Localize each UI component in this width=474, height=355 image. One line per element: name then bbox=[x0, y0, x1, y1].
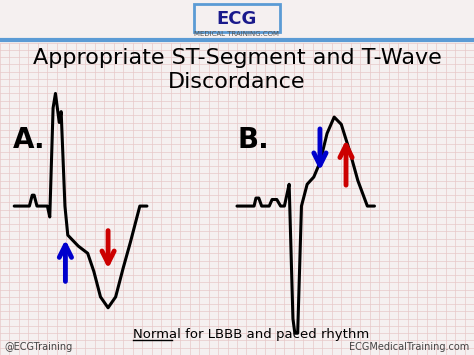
Text: B.: B. bbox=[237, 126, 269, 154]
Text: Discordance: Discordance bbox=[168, 72, 306, 92]
Text: @ECGTraining: @ECGTraining bbox=[5, 342, 73, 352]
Text: A.: A. bbox=[13, 126, 46, 154]
Text: MEDICAL TRAINING.COM: MEDICAL TRAINING.COM bbox=[194, 31, 280, 37]
Text: Appropriate ST-Segment and T-Wave: Appropriate ST-Segment and T-Wave bbox=[33, 48, 441, 68]
Text: ECGMedicalTraining.com: ECGMedicalTraining.com bbox=[349, 342, 469, 352]
Text: ECG: ECG bbox=[217, 10, 257, 28]
Text: Normal for LBBB and paced rhythm: Normal for LBBB and paced rhythm bbox=[133, 328, 369, 341]
